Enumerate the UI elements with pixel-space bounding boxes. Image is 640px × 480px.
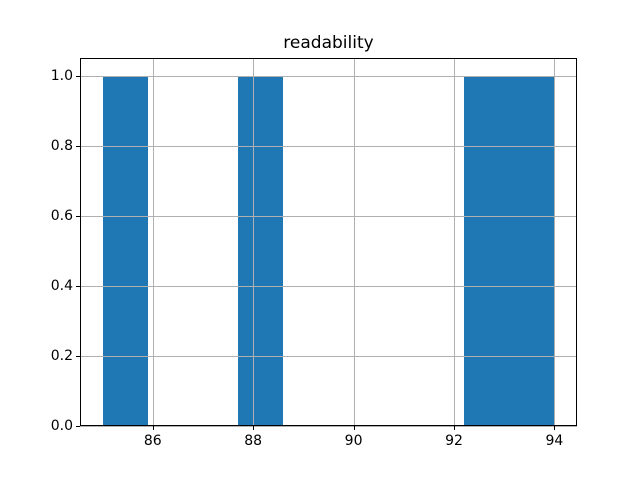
x-tick-label: 88 (244, 433, 263, 449)
y-tick-label: 0.2 (50, 347, 73, 364)
gridline-horizontal (80, 355, 577, 357)
chart-title: readability (283, 33, 374, 53)
y-tick-label: 0.0 (50, 418, 73, 434)
y-tick-label: 0.4 (50, 277, 73, 294)
x-tick-label: 90 (344, 433, 363, 449)
x-tick-mark (152, 426, 154, 430)
histogram-bar (238, 75, 284, 426)
x-tick-mark (554, 426, 556, 430)
gridline-vertical (253, 58, 255, 426)
histogram-bar (509, 75, 555, 426)
gridline-vertical (454, 58, 455, 426)
y-tick-label: 0.6 (50, 207, 73, 224)
x-tick-label: 92 (445, 433, 463, 449)
y-tick-mark (76, 285, 80, 287)
y-tick-mark (76, 145, 80, 147)
gridline-horizontal (80, 215, 577, 217)
histogram-bar (464, 75, 510, 426)
x-tick-mark (454, 426, 455, 430)
y-tick-mark (76, 75, 80, 77)
gridline-vertical (353, 58, 355, 426)
gridline-horizontal (80, 75, 577, 77)
x-tick-label: 94 (545, 433, 564, 449)
gridline-vertical (554, 58, 556, 426)
gridline-horizontal (80, 426, 577, 427)
y-tick-label: 1.0 (50, 67, 73, 84)
x-tick-label: 86 (143, 433, 162, 449)
y-tick-mark (76, 426, 80, 427)
y-tick-mark (76, 355, 80, 357)
gridline-horizontal (80, 285, 577, 287)
gridline-vertical (152, 58, 154, 426)
histogram-bar (102, 75, 148, 426)
y-tick-label: 0.8 (50, 137, 73, 154)
x-tick-mark (353, 426, 355, 430)
x-tick-mark (253, 426, 255, 430)
y-tick-mark (76, 215, 80, 217)
gridline-horizontal (80, 145, 577, 147)
